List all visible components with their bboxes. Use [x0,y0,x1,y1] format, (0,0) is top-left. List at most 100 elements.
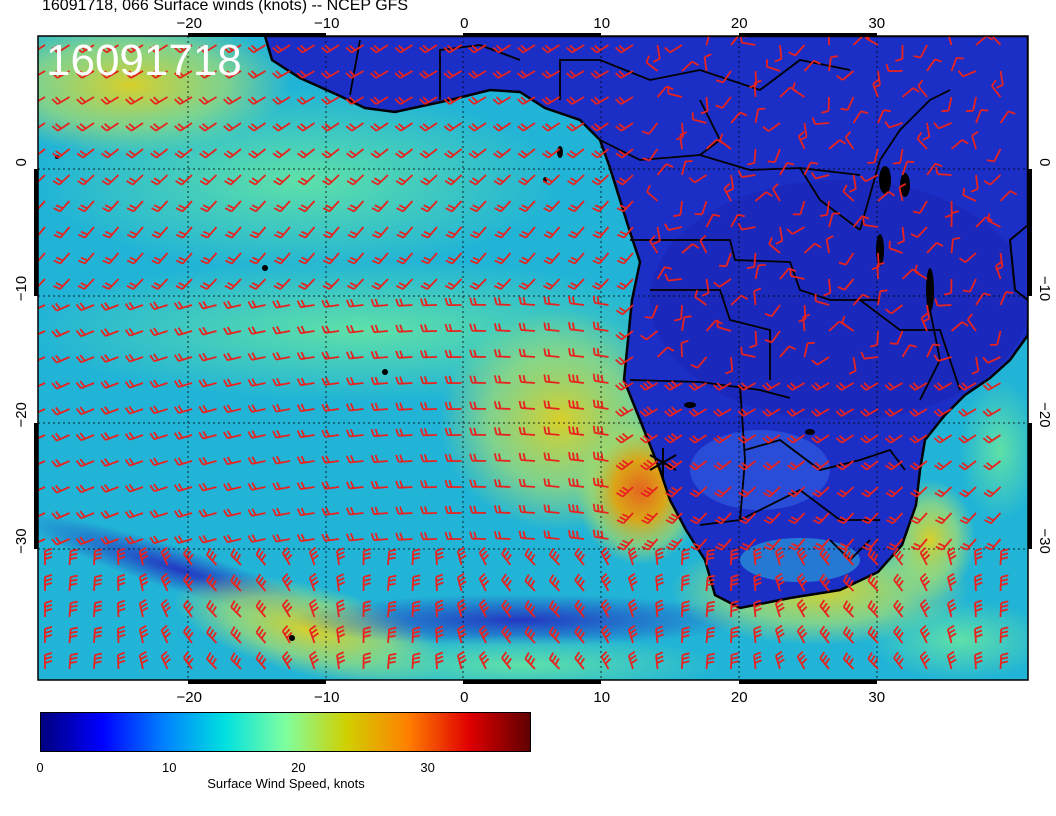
wind-barb [501,547,512,566]
wind-barb [774,44,783,63]
wind-barb [933,434,952,444]
wind-barb [786,408,805,417]
wind-barb [51,432,70,442]
wind-barb [149,379,168,389]
wind-barb [336,625,346,644]
wind-barb [223,122,242,132]
wind-barb [271,70,291,79]
wind-barb [468,122,487,132]
wind-barb [370,428,389,438]
wind-barb [296,44,315,54]
wind-barb [247,44,266,54]
map-title: 16091718, 066 Surface winds (knots) -- N… [42,0,409,14]
wind-barb [198,300,217,310]
wind-barb [435,573,444,592]
wind-barb [615,122,634,132]
wind-barb [501,651,512,670]
wind-barb [934,460,953,471]
wind-barb [810,171,830,180]
wind-barb [934,486,953,498]
wind-barb [627,546,638,566]
wind-barb [68,600,78,618]
lon-tick-label-bottom: 30 [868,689,885,706]
wind-barb [297,174,316,186]
wind-barb [419,122,438,132]
wind-barb [640,330,659,341]
wind-barb [247,96,266,105]
wind-barb [691,112,707,124]
wind-barb [247,534,266,543]
wind-barb [910,226,928,238]
wind-barb [762,408,781,417]
wind-barb [124,353,144,363]
wind-barb [567,278,585,290]
colorbar [40,712,531,752]
wind-barb [370,532,389,542]
wind-barb [714,486,732,498]
wind-barb [893,651,904,670]
wind-barb [754,191,773,202]
wind-barb [688,382,707,391]
wind-barb [138,573,149,592]
wind-barb [574,547,586,566]
wind-barb [548,626,561,644]
wind-barb [591,174,610,186]
wind-barb [124,509,144,519]
wind-barb [395,376,413,385]
wind-barb [200,226,218,239]
wind-barb [345,350,364,360]
wind-barb [971,356,980,375]
wind-barb [958,252,977,263]
wind-barb [616,538,634,551]
wind-barb [296,70,315,79]
wind-barb [493,401,511,410]
wind-barb [615,330,634,341]
wind-barb [44,574,53,592]
wind-barb [516,70,536,79]
wind-barb [149,535,168,545]
wind-barb [592,200,610,213]
wind-barb [679,131,688,150]
wind-barb [102,226,120,239]
wind-barb [100,354,119,363]
wind-barb [469,297,487,306]
wind-barb [272,325,291,335]
wind-barb [100,70,119,79]
wind-barb [93,652,103,670]
wind-barb [175,278,193,290]
wind-barb [281,573,293,592]
wind-barb [753,287,762,306]
wind-barb [51,302,70,312]
wind-barb [149,301,168,311]
wind-barb [469,453,487,462]
wind-barb [574,625,586,644]
wind-barb [296,455,315,465]
wind-barb [44,600,53,618]
wind-barb [444,297,462,306]
wind-barb [591,148,610,159]
wind-barb [518,296,536,306]
wind-barb [223,378,242,388]
wind-barb [321,507,340,516]
wind-barb [493,278,512,290]
wind-barb [775,226,784,245]
wind-barb [867,600,879,618]
wind-barb [797,130,806,150]
forecast-stamp: 16091718 [46,36,242,85]
wind-barb [230,574,242,592]
wind-barb [321,44,340,54]
wind-barb [173,509,193,518]
wind-barb [223,148,242,159]
wind-barb [592,321,609,332]
wind-barb [922,122,931,141]
wind-barb [842,184,855,202]
wind-barb [703,53,712,72]
wind-barb [371,200,389,213]
wind-barb [524,626,536,644]
wind-barb [346,278,365,290]
wind-barb [247,508,266,517]
wind-barb [175,174,193,186]
wind-barb [627,572,638,592]
wind-barb [803,59,821,72]
wind-speed-field [38,36,1028,680]
